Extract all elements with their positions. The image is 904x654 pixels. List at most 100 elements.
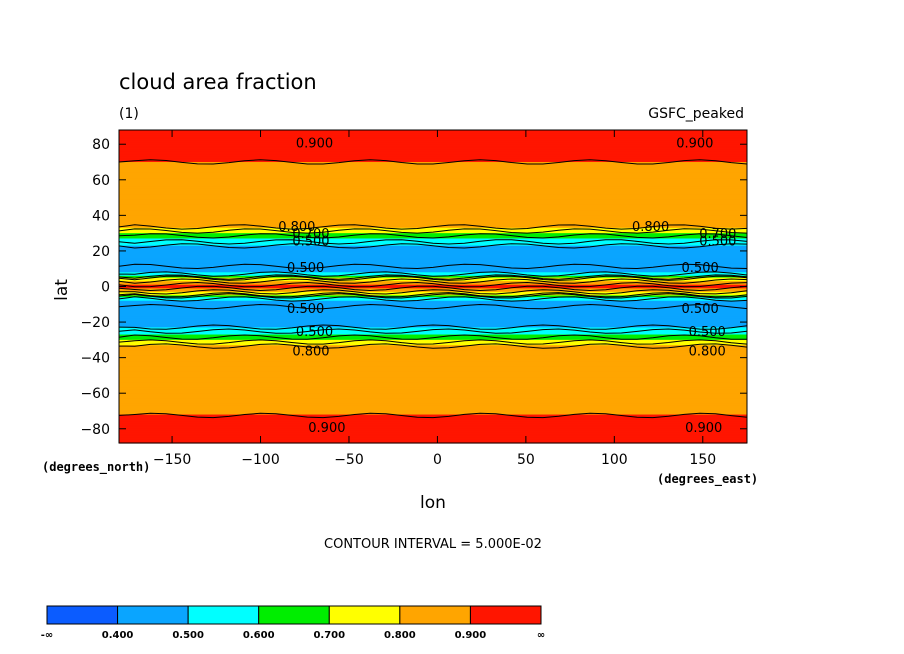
contour-band xyxy=(119,162,747,165)
contour-band xyxy=(119,208,747,211)
contour-band xyxy=(119,250,747,254)
contour-band xyxy=(119,327,747,330)
contour-band xyxy=(119,407,747,410)
contour-band xyxy=(119,352,747,355)
contour-band xyxy=(119,234,747,238)
contour-band xyxy=(119,437,747,441)
contour-band xyxy=(119,394,747,398)
contour-band xyxy=(119,426,747,430)
contour-band xyxy=(119,204,747,208)
contour-band xyxy=(119,201,747,204)
contour-band xyxy=(119,215,747,218)
contour-band xyxy=(119,286,747,289)
contour-band xyxy=(119,218,747,222)
contour-line xyxy=(118,239,748,245)
contour-band xyxy=(119,419,747,423)
contour-line xyxy=(118,339,748,345)
contour-band xyxy=(119,313,747,316)
contour-band xyxy=(119,190,747,193)
contour-band xyxy=(119,314,747,318)
contour-band xyxy=(119,220,747,224)
contour-band xyxy=(119,309,747,312)
contour-line xyxy=(118,303,748,310)
contour-band xyxy=(119,371,747,375)
contour-band xyxy=(119,144,747,147)
contour-band xyxy=(119,197,747,200)
contour-band xyxy=(119,318,747,321)
contour-band xyxy=(119,398,747,401)
contour-band xyxy=(119,153,747,156)
contour-band xyxy=(119,268,747,272)
contour-line xyxy=(118,275,748,281)
contour-band xyxy=(119,304,747,307)
contour-band xyxy=(119,338,747,341)
contour-band xyxy=(119,169,747,172)
contour-band xyxy=(119,350,747,353)
contour-band xyxy=(119,137,747,140)
contour-line xyxy=(118,343,748,349)
contour-band xyxy=(119,179,747,183)
x-tick-label: −50 xyxy=(334,452,364,468)
y-tick-label: 40 xyxy=(92,208,110,224)
contour-band xyxy=(119,194,747,197)
x-axis-label: lon xyxy=(420,493,446,513)
contour-line xyxy=(118,328,748,334)
y-tick-label: −80 xyxy=(80,422,110,438)
contour-band xyxy=(119,263,747,266)
contour-band xyxy=(119,195,747,199)
contour-band xyxy=(119,199,747,202)
contour-band xyxy=(119,281,747,284)
contour-line xyxy=(119,289,748,295)
contour-band xyxy=(119,410,747,414)
contour-band xyxy=(119,355,747,359)
legend-swatch xyxy=(469,605,542,625)
contour-band xyxy=(119,345,747,348)
contour-band xyxy=(119,210,747,213)
contour-band xyxy=(119,213,747,216)
x-axis: −150 −100 −50 0 50 100 150 xyxy=(153,130,716,468)
contour-band xyxy=(119,370,747,373)
contour-band xyxy=(119,135,747,138)
contour-band xyxy=(119,389,747,393)
contour-band xyxy=(119,439,747,442)
contour-line xyxy=(118,224,748,230)
contour-label: 0.900 xyxy=(685,421,722,436)
contour-band xyxy=(119,418,747,421)
x-axis-units: (degrees_east) xyxy=(657,472,758,487)
contour-band xyxy=(119,256,747,259)
contour-band xyxy=(119,174,747,177)
contour-band xyxy=(119,252,747,256)
contour-band xyxy=(119,176,747,179)
legend-label: 0.500 xyxy=(172,630,204,641)
y-tick-label: −20 xyxy=(80,315,110,331)
legend-swatch xyxy=(117,605,189,625)
contour-band xyxy=(119,229,747,232)
contour-band xyxy=(119,435,747,439)
contour-label: 0.800 xyxy=(278,220,315,235)
contour-label: 0.700 xyxy=(292,227,329,242)
contour-band xyxy=(119,178,747,181)
contour-band xyxy=(119,240,747,243)
contour-line xyxy=(118,243,748,249)
x-tick-label: 0 xyxy=(433,452,442,468)
contour-line xyxy=(118,263,748,270)
contour-band xyxy=(119,393,747,396)
contour-band xyxy=(119,320,747,323)
chart-units: (1) xyxy=(119,106,139,122)
contour-band xyxy=(119,146,747,149)
contour-band xyxy=(119,272,747,275)
contour-band xyxy=(119,156,747,160)
contour-band xyxy=(119,185,747,188)
contour-band xyxy=(119,243,747,247)
contour-band xyxy=(119,382,747,385)
y-tick-label: 0 xyxy=(101,280,110,296)
contour-band xyxy=(119,368,747,371)
contour-band xyxy=(119,258,747,261)
contour-band xyxy=(119,412,747,416)
legend-swatch xyxy=(399,605,471,625)
x-tick-label: 100 xyxy=(601,452,628,468)
contour-label: 0.900 xyxy=(296,136,333,151)
contour-label: 0.500 xyxy=(296,325,333,340)
contour-line xyxy=(118,293,748,299)
